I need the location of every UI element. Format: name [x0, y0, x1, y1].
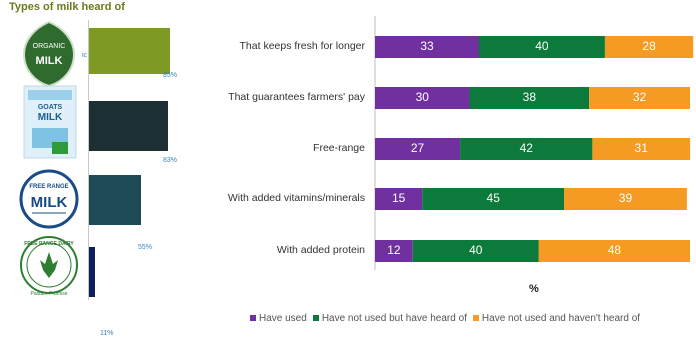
logo-text: MILK — [38, 112, 63, 123]
logo-text: Pasture Promise — [31, 291, 68, 297]
free-range-dairy-logo: FREE RANGE DAIRY Pasture Promise — [18, 234, 80, 302]
chart-legend: Have used Have not used but have heard of… — [250, 313, 646, 324]
logo-text: MILK — [36, 55, 63, 67]
logo-text: FREE RANGE — [29, 184, 68, 190]
x-axis-label: % — [529, 283, 539, 295]
milk-type-bar — [89, 101, 168, 151]
legend-swatch — [472, 315, 479, 322]
left-panel-title: Types of milk heard of — [9, 1, 125, 13]
category-label: That keeps fresh for longer — [239, 40, 365, 52]
bar-value-label: 12 — [387, 243, 401, 257]
logo-text: GOATS — [38, 104, 63, 111]
bar-value-label: 33 — [420, 39, 434, 53]
category-label: That guarantees farmers' pay — [228, 91, 365, 103]
bar-value-label: 30 — [415, 90, 429, 104]
category-label: Free-range — [313, 142, 365, 154]
bar-value-label: 45 — [486, 191, 500, 205]
logo-text: ORGANIC — [33, 43, 66, 50]
legend-label: Have not used but have heard of — [321, 313, 467, 324]
bar-value-label: 48 — [607, 243, 622, 257]
goats-milk-carton: GOATS MILK — [22, 84, 78, 160]
bar-value-label: 40 — [469, 243, 483, 257]
bar-value-label: 31 — [634, 141, 648, 155]
logo-text-cut: ic — [82, 52, 88, 59]
bar-value-label: 27 — [410, 141, 425, 155]
bar-value-label: 28 — [642, 39, 656, 53]
legend-label: Have used — [259, 313, 307, 324]
logo-text: FREE RANGE DAIRY — [24, 241, 74, 247]
category-label: With added protein — [276, 244, 365, 256]
milk-type-bar — [89, 175, 141, 225]
left-panel-axis — [88, 20, 89, 300]
milk-type-bar — [89, 247, 95, 297]
legend-swatch — [250, 315, 256, 322]
logo-text: MILK — [31, 194, 68, 211]
organic-milk-logo: ORGANIC MILK ic — [18, 20, 87, 88]
milk-type-bar — [89, 28, 170, 74]
bar-value-label: 15 — [391, 191, 406, 205]
bar-value-label: 42 — [519, 141, 533, 155]
bar-value-label: 40 — [535, 39, 549, 53]
free-range-milk-logo: FREE RANGE MILK — [18, 168, 80, 236]
bar-value-label: 39 — [618, 191, 633, 205]
milk-type-percent: 55% — [138, 244, 153, 251]
legend-swatch — [312, 315, 319, 322]
category-label: With added vitamins/minerals — [227, 192, 365, 204]
milk-type-percent: 83% — [163, 157, 178, 164]
milk-type-percent: 85% — [163, 72, 178, 79]
legend-item: Have not used and haven't heard of — [472, 313, 641, 324]
legend-item: Have not used but have heard of — [312, 313, 467, 324]
legend-label: Have not used and haven't heard of — [481, 313, 641, 324]
legend-item: Have used — [250, 313, 307, 324]
milk-type-percent: 11% — [100, 330, 114, 337]
bar-value-label: 32 — [632, 90, 647, 104]
bar-value-label: 38 — [522, 90, 537, 104]
